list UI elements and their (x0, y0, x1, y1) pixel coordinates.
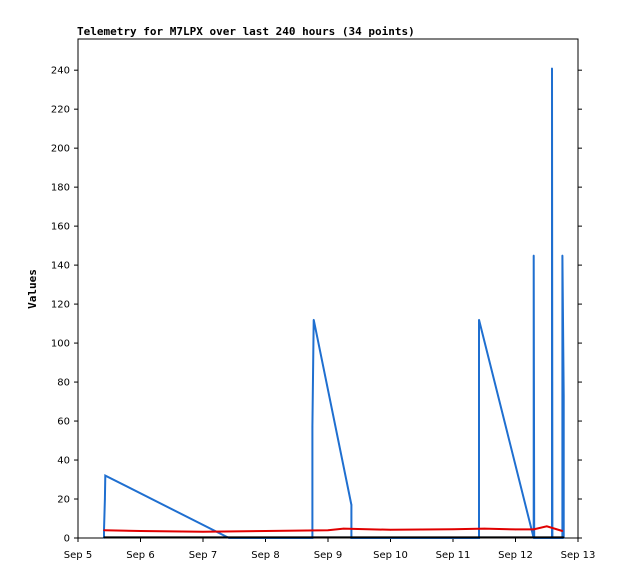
x-tick-label: Sep 5 (64, 550, 92, 561)
x-tick-label: Sep 6 (126, 550, 154, 561)
data-point (311, 426, 314, 428)
data-point (202, 530, 204, 533)
data-point (562, 536, 565, 539)
y-tick-label: 140 (51, 261, 70, 272)
series-layer (103, 67, 565, 539)
data-point (478, 318, 480, 321)
x-tick-label: Sep 10 (373, 550, 408, 561)
x-tick-label: Sep 9 (314, 550, 342, 561)
x-tick-label: Sep 7 (189, 550, 217, 561)
chart-title: Telemetry for M7LPX over last 240 hours … (77, 25, 415, 38)
data-point (532, 254, 535, 257)
data-point (103, 529, 105, 532)
data-point (532, 528, 535, 531)
y-tick-label: 40 (57, 456, 70, 467)
data-point (561, 530, 564, 532)
data-point (389, 529, 392, 531)
y-tick-label: 180 (51, 183, 70, 194)
y-tick-label: 20 (57, 495, 70, 506)
y-tick-label: 0 (64, 534, 70, 545)
data-point (312, 318, 315, 321)
data-point (342, 527, 345, 530)
y-axis: 0 20 40 60 80 100 120 140 160 180 200 220 240 (51, 66, 582, 545)
y-tick-label: 220 (51, 105, 70, 116)
data-point (452, 528, 454, 531)
series-line-1 (103, 525, 563, 533)
data-point (514, 528, 517, 531)
data-point (350, 504, 353, 506)
data-point (264, 530, 267, 532)
x-tick-label: Sep 13 (561, 550, 596, 561)
y-tick-label: 200 (51, 144, 70, 155)
data-point (104, 498, 106, 500)
data-point (139, 530, 142, 532)
y-tick-label: 160 (51, 222, 70, 233)
series-line-0 (103, 68, 565, 539)
x-tick-label: Sep 8 (251, 550, 279, 561)
data-point (103, 536, 105, 539)
x-tick-label: Sep 11 (436, 550, 471, 561)
data-point (561, 254, 564, 257)
data-point (551, 67, 553, 70)
y-tick-label: 60 (57, 417, 70, 428)
data-point (562, 394, 565, 397)
data-point (483, 527, 486, 530)
y-tick-label: 120 (51, 300, 70, 311)
y-tick-label: 80 (57, 378, 70, 389)
y-tick-label: 100 (51, 339, 70, 350)
y-axis-label: Values (26, 269, 39, 309)
data-point (327, 529, 329, 532)
x-tick-label: Sep 12 (498, 550, 533, 561)
x-axis: Sep 5 Sep 6 Sep 7 Sep 8 Sep 9 Sep 10 Sep 11 Sep… (64, 538, 596, 561)
data-point (104, 474, 107, 477)
data-point (545, 525, 548, 528)
y-tick-label: 240 (51, 66, 70, 77)
plot-frame (77, 38, 579, 539)
